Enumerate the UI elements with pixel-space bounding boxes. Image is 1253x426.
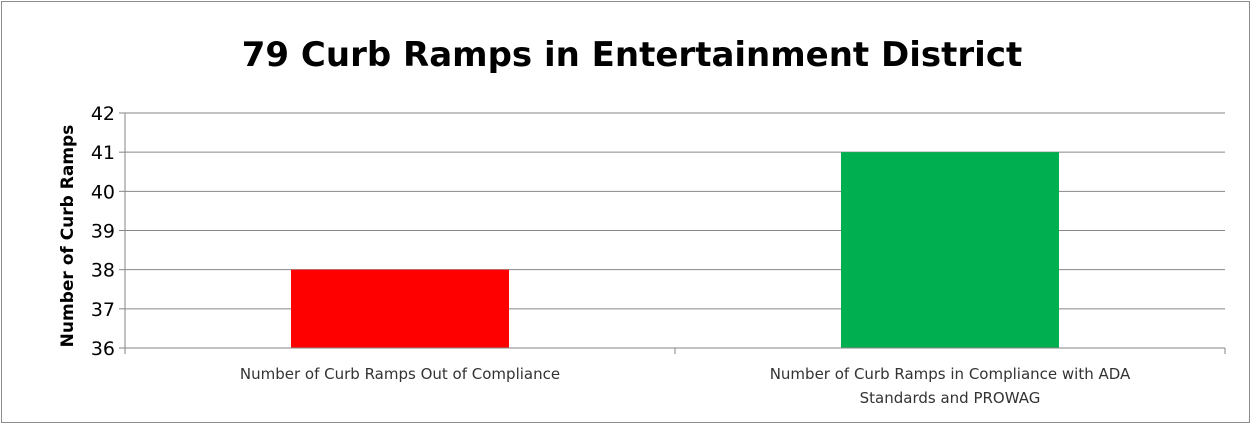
y-tick-label: 37 bbox=[91, 299, 115, 321]
y-tick-label: 38 bbox=[91, 260, 115, 282]
bar bbox=[291, 269, 509, 348]
y-tick-labels: 36 37 38 39 40 41 42 bbox=[91, 103, 115, 360]
axes bbox=[119, 112, 1226, 354]
gridlines bbox=[125, 112, 1225, 310]
x-category-label: Number of Curb Ramps in Compliance with … bbox=[770, 365, 1131, 383]
bar bbox=[841, 152, 1059, 348]
bars bbox=[291, 152, 1059, 348]
x-category-label: Standards and PROWAG bbox=[860, 389, 1041, 407]
x-category-label: Number of Curb Ramps Out of Compliance bbox=[240, 365, 560, 383]
y-axis-title: Number of Curb Ramps bbox=[58, 125, 78, 348]
y-tick-label: 36 bbox=[91, 338, 115, 360]
chart-title: 79 Curb Ramps in Entertainment District bbox=[242, 35, 1022, 75]
y-tick-label: 41 bbox=[91, 142, 115, 164]
y-tick-label: 40 bbox=[91, 181, 115, 203]
x-category-labels: Number of Curb Ramps Out of Compliance Nu… bbox=[240, 365, 1131, 407]
y-tick-label: 42 bbox=[91, 103, 115, 125]
y-tick-label: 39 bbox=[91, 221, 115, 243]
